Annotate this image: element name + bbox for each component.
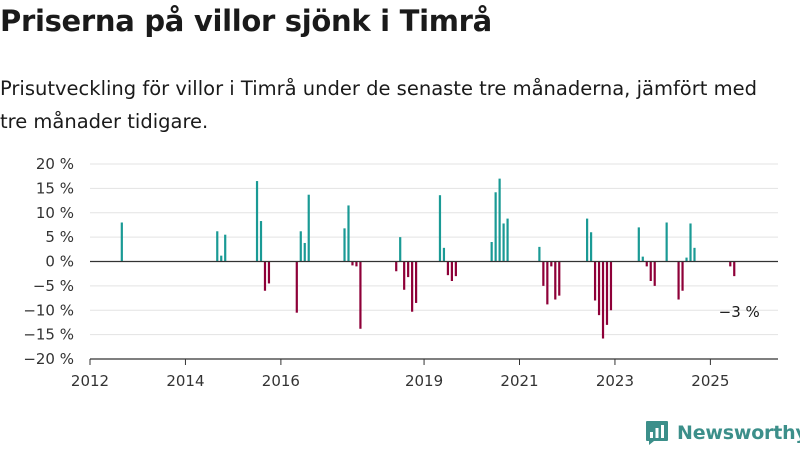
bar	[359, 261, 362, 329]
bar	[681, 261, 684, 291]
bar	[605, 261, 609, 325]
y-tick-label: 10 %	[36, 204, 74, 222]
bar	[255, 181, 259, 262]
bar	[506, 218, 509, 262]
bar	[586, 218, 589, 262]
y-tick-label: 0 %	[45, 253, 74, 271]
bar	[498, 178, 501, 262]
x-tick-label: 2016	[262, 372, 300, 390]
bar	[216, 231, 219, 262]
x-tick-label: 2025	[691, 372, 729, 390]
y-tick-label: −5 %	[33, 277, 74, 295]
bar	[403, 261, 406, 290]
brand-logo: Newsworthy	[645, 418, 800, 448]
bar	[729, 261, 732, 267]
bar	[502, 223, 505, 262]
bar	[399, 237, 402, 262]
bar	[546, 261, 549, 305]
bar	[733, 261, 736, 277]
bar	[649, 261, 652, 281]
bar	[550, 261, 553, 267]
latest-value-label: −3 %	[719, 303, 760, 321]
bar	[589, 232, 593, 262]
bar	[343, 228, 346, 262]
x-tick-label: 2023	[596, 372, 634, 390]
bar	[355, 261, 358, 267]
bar	[601, 261, 605, 339]
bar	[685, 257, 688, 262]
bar	[259, 221, 263, 262]
chart-title: Priserna på villor sjönk i Timrå	[0, 4, 492, 38]
bar	[351, 261, 354, 266]
bar	[641, 256, 644, 262]
bar	[299, 231, 302, 262]
bar	[454, 261, 457, 277]
bar	[637, 227, 640, 262]
bar	[653, 261, 656, 286]
bar	[609, 261, 613, 311]
bar	[411, 261, 414, 312]
bar	[120, 222, 123, 262]
bar	[438, 195, 442, 262]
bar	[693, 247, 696, 262]
y-tick-label: 20 %	[36, 155, 74, 173]
y-tick-label: −15 %	[23, 326, 74, 344]
bar	[597, 261, 601, 316]
x-tick-label: 2012	[71, 372, 109, 390]
bar	[494, 192, 497, 262]
bar	[645, 261, 648, 267]
bar	[224, 234, 227, 262]
bar	[263, 261, 267, 291]
bar	[295, 261, 298, 313]
x-tick-label: 2021	[500, 372, 538, 390]
x-tick-label: 2019	[405, 372, 443, 390]
y-tick-label: 5 %	[45, 228, 74, 246]
bar	[689, 223, 692, 262]
bar	[542, 261, 545, 286]
chart-subtitle: Prisutveckling för villor i Timrå under …	[0, 77, 757, 133]
bar	[307, 194, 310, 262]
brand-name: Newsworthy	[677, 422, 800, 444]
bar	[442, 247, 446, 262]
bar	[303, 242, 306, 262]
bar	[665, 222, 668, 262]
bar	[677, 261, 680, 300]
bar	[347, 205, 350, 262]
bar	[407, 261, 410, 278]
bar	[558, 261, 561, 296]
bar	[415, 261, 418, 303]
bar	[593, 261, 597, 301]
bar	[446, 261, 450, 276]
bar	[450, 261, 453, 281]
bar	[267, 261, 271, 284]
x-tick-label: 2014	[166, 372, 204, 390]
bar	[538, 246, 541, 262]
bar	[554, 261, 557, 300]
y-tick-label: 15 %	[36, 179, 74, 197]
bar	[395, 261, 398, 272]
newsworthy-logo-icon	[646, 421, 668, 445]
bar	[490, 242, 493, 262]
y-tick-label: −10 %	[23, 301, 74, 319]
y-tick-label: −20 %	[23, 350, 74, 368]
bar	[220, 255, 223, 262]
